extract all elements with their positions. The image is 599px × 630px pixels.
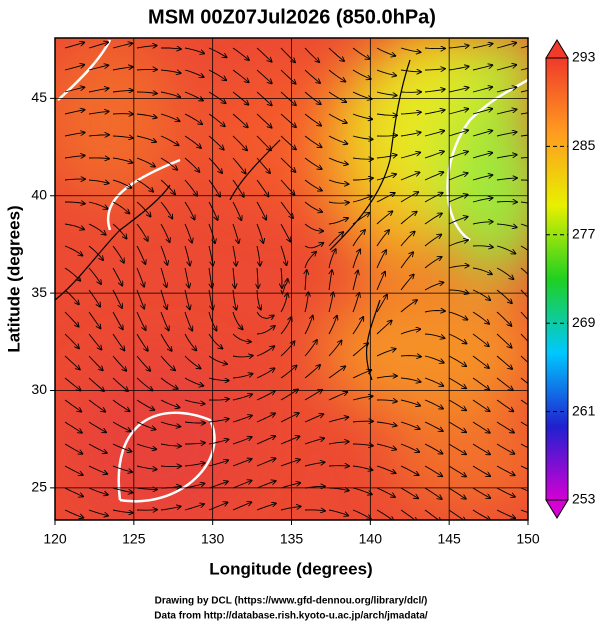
streamline — [497, 202, 517, 203]
colorbar-tick-label: 253 — [572, 491, 596, 507]
footer-credit: Drawing by DCL (https://www.gfd-dennou.o… — [155, 596, 428, 607]
colorbar-tick-label: 285 — [572, 137, 596, 153]
streamline — [329, 466, 349, 467]
colorbar-tick-label: 277 — [572, 226, 596, 242]
y-tick-label: 25 — [31, 479, 47, 495]
colorbar-bottom-extend — [546, 500, 568, 518]
map-field — [40, 30, 550, 530]
colorbar-top-extend — [546, 40, 568, 58]
x-tick-label: 125 — [122, 531, 146, 547]
y-tick-label: 45 — [31, 89, 47, 105]
x-tick-label: 135 — [280, 531, 304, 547]
colorbar-tick-label: 293 — [572, 49, 596, 65]
colorbar — [546, 58, 568, 500]
y-axis-label: Latitude (degrees) — [4, 205, 23, 352]
colorbar-tick-label: 269 — [572, 314, 596, 330]
x-tick-label: 150 — [516, 531, 540, 547]
y-tick-label: 30 — [31, 381, 47, 397]
x-tick-label: 140 — [359, 531, 383, 547]
x-tick-label: 120 — [43, 531, 67, 547]
y-tick-label: 40 — [31, 186, 47, 202]
streamline — [521, 157, 541, 158]
x-tick-label: 130 — [201, 531, 225, 547]
footer-source: Data from http://database.rish.kyoto-u.a… — [154, 611, 428, 622]
x-tick-label: 145 — [437, 531, 461, 547]
chart-title: MSM 00Z07Jul2026 (850.0hPa) — [148, 6, 436, 28]
x-axis-label: Longitude (degrees) — [209, 559, 372, 578]
y-tick-label: 35 — [31, 284, 47, 300]
colorbar-tick-label: 261 — [572, 402, 596, 418]
